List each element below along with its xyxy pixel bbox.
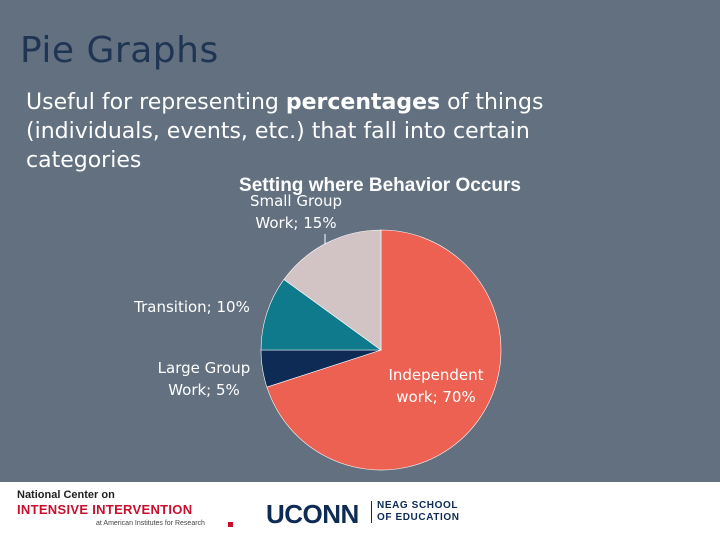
data-label-small-group-work: Small Group Work; 15% [250, 192, 342, 232]
slide-title: Pie Graphs [20, 30, 219, 71]
pie-data-labels: Independent work; 70% Large Group Work; 5% T… [133, 192, 484, 406]
neag-logo-line1: NEAG SCHOOL [377, 500, 459, 511]
pie-slice-independent-work [266, 229, 502, 471]
data-label-independent-work: Independent work; 70% [388, 366, 483, 406]
pie-chart: Setting where Behavior Occurs Independen… [133, 175, 521, 471]
nci-logo-line2: INTENSIVE INTERVENTION [17, 502, 193, 517]
pie-slice-transition [260, 279, 382, 351]
pie-slices [260, 229, 502, 471]
data-label-large-group-work: Large Group Work; 5% [158, 359, 251, 399]
chart-title: Setting where Behavior Occurs [239, 175, 521, 196]
uconn-logo: UCONN [266, 499, 359, 529]
nci-logo-square [228, 522, 233, 527]
nci-logo-line1: National Center on [17, 489, 115, 501]
slide-body-text: Useful for representing percentages of t… [26, 88, 646, 175]
footer: National Center on INTENSIVE INTERVENTIO… [0, 482, 720, 540]
body-text-emphasis: percentages [285, 90, 441, 115]
body-text-rest: of things (individuals, events, etc.) th… [26, 90, 544, 173]
nci-logo-line3: at American Institutes for Research [96, 520, 205, 527]
logo-divider [371, 501, 372, 523]
body-text-intro: Useful for representing [26, 90, 286, 115]
pie-slice-small-group-work [283, 229, 382, 351]
data-label-transition: Transition; 10% [133, 298, 250, 316]
neag-logo-line2: OF EDUCATION [377, 512, 460, 523]
